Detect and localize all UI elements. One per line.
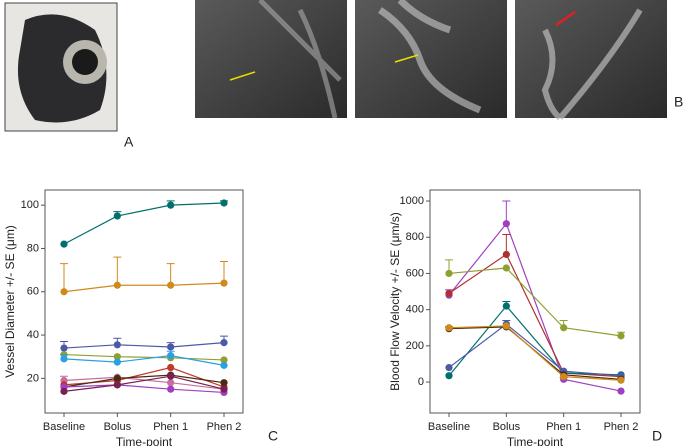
plot-frame	[44, 189, 244, 414]
series-line	[63, 202, 225, 245]
y-tick-label: 20	[27, 372, 39, 384]
series-line	[448, 305, 622, 377]
data-point	[445, 289, 453, 297]
y-tick-label: 40	[27, 329, 39, 341]
data-point	[560, 373, 568, 381]
photo-mouse	[4, 2, 118, 132]
y-tick-label: 80	[27, 242, 39, 254]
data-point	[113, 212, 121, 220]
data-point	[502, 250, 510, 259]
series-line	[448, 222, 622, 392]
x-tick-label: Phen 2	[207, 421, 242, 433]
y-tick-label: 1000	[400, 195, 424, 207]
y-tick-label: 200	[406, 340, 424, 352]
panel-label: C	[268, 428, 278, 444]
x-axis-title: Time-point	[116, 435, 173, 446]
error-bar	[60, 263, 68, 292]
y-tick-label: 400	[406, 304, 424, 316]
series-line	[63, 375, 225, 392]
data-point	[167, 363, 175, 372]
data-point	[220, 199, 228, 207]
series-line	[63, 374, 225, 388]
y-tick-label: 0	[418, 376, 424, 388]
y-tick-label: 60	[27, 286, 39, 298]
data-point	[60, 288, 68, 296]
y-tick-label: 800	[406, 231, 424, 243]
y-axis-title: Blood Flow Velocity +/- SE (μm/s)	[388, 212, 402, 391]
data-point	[617, 376, 625, 384]
data-point	[502, 264, 510, 272]
data-point	[445, 324, 453, 332]
data-point	[167, 201, 175, 209]
data-point	[445, 363, 453, 372]
data-point	[113, 381, 121, 389]
plot-frame	[429, 189, 641, 414]
x-tick-label: Bolus	[493, 421, 521, 433]
x-tick-label: Phen 2	[604, 421, 639, 433]
data-point	[220, 356, 228, 364]
data-point	[60, 344, 68, 352]
data-point	[502, 302, 510, 310]
data-point	[617, 387, 625, 395]
data-point	[502, 322, 510, 330]
x-tick-label: Bolus	[104, 421, 132, 433]
y-tick-label: 600	[406, 267, 424, 279]
data-point	[60, 355, 68, 363]
x-tick-label: Baseline	[43, 421, 85, 433]
series-line	[448, 323, 622, 377]
data-point	[220, 385, 228, 393]
data-point	[167, 379, 175, 387]
y-tick-label: 100	[21, 199, 39, 211]
error-bar	[502, 200, 511, 224]
series-line	[63, 353, 225, 361]
data-point	[113, 353, 121, 361]
photo-vessels	[195, 0, 667, 121]
x-tick-label: Phen 1	[153, 421, 188, 433]
data-point	[113, 374, 121, 382]
data-point	[60, 387, 68, 395]
data-point	[220, 279, 228, 287]
series-line	[448, 325, 622, 381]
data-point	[167, 372, 175, 380]
series-line	[448, 267, 622, 337]
data-point	[113, 358, 121, 366]
data-point	[445, 372, 453, 380]
data-point	[167, 352, 175, 360]
data-point	[617, 332, 625, 340]
series-line	[448, 253, 622, 378]
error-bar	[166, 263, 175, 286]
data-point	[560, 324, 568, 332]
data-point	[220, 379, 228, 387]
data-point	[502, 220, 510, 228]
series-line	[63, 282, 225, 293]
series-line	[63, 342, 225, 349]
error-bar	[113, 256, 122, 286]
panel-label: B	[674, 94, 683, 110]
x-axis-title: Time-point	[507, 435, 564, 446]
series-line	[63, 384, 225, 394]
data-point	[60, 240, 68, 248]
series-line	[63, 355, 225, 366]
y-axis-title: Vessel Diameter +/- SE (μm)	[3, 225, 17, 378]
panel-label: D	[652, 428, 662, 444]
data-point	[445, 269, 453, 278]
panel-label: A	[124, 134, 134, 150]
data-point	[113, 341, 121, 349]
series-line	[448, 326, 622, 380]
data-point	[167, 385, 175, 393]
data-point	[167, 343, 175, 351]
data-point	[220, 339, 228, 347]
error-bar	[220, 260, 228, 284]
data-point	[220, 361, 228, 369]
x-tick-label: Baseline	[428, 421, 470, 433]
data-point	[113, 281, 121, 289]
x-tick-label: Phen 1	[546, 421, 581, 433]
data-point	[167, 281, 175, 289]
